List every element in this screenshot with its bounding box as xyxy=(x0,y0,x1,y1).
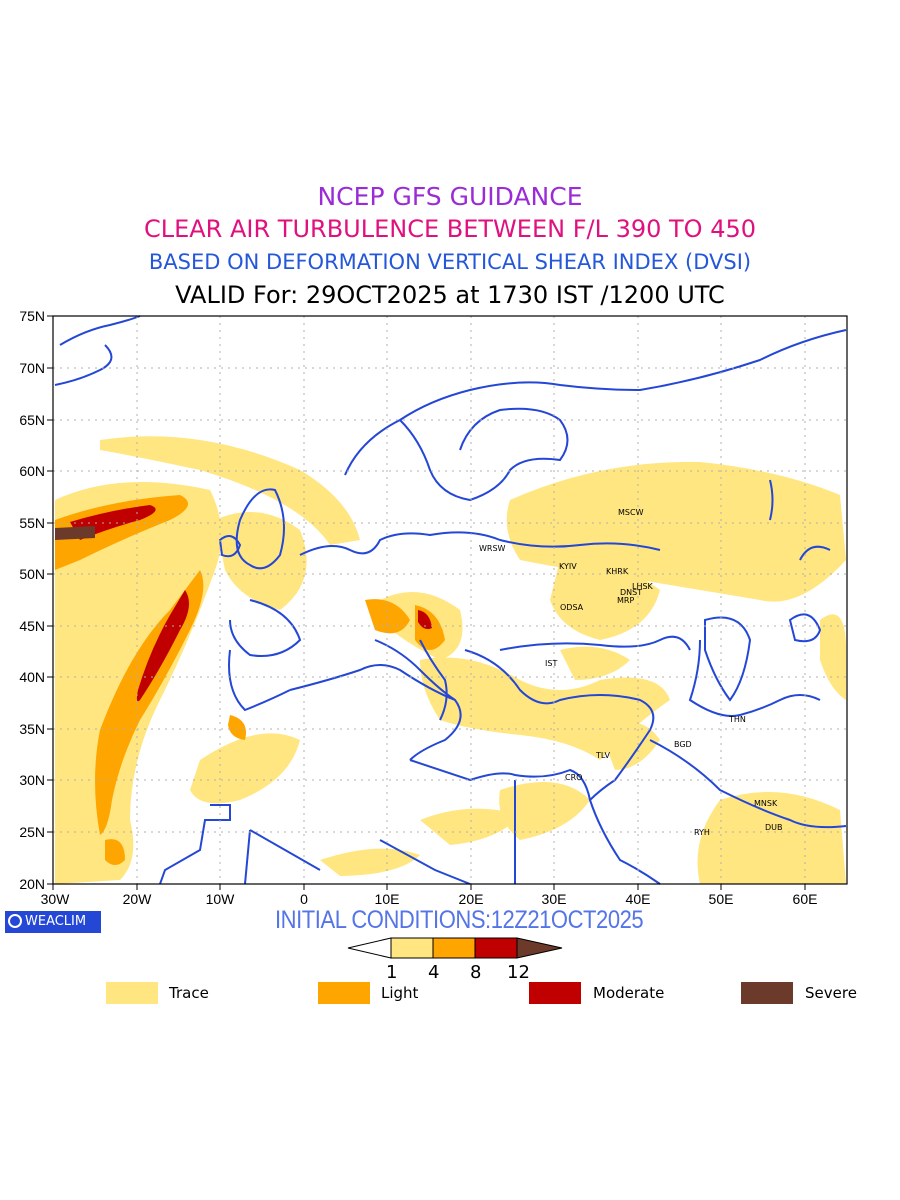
title-line-2: CLEAR AIR TURBULENCE BETWEEN F/L 390 TO … xyxy=(143,215,757,243)
lon-label: 60E xyxy=(793,891,818,907)
lat-labels: 75N 70N 65N 60N 55N 50N 45N 40N 35N 30N … xyxy=(19,308,45,892)
logo-text: WEACLIM xyxy=(25,914,87,929)
city-label: MNSK xyxy=(754,799,778,808)
city-label: IST xyxy=(545,659,557,668)
city-label: DUB xyxy=(765,823,783,832)
title-line-3: BASED ON DEFORMATION VERTICAL SHEAR INDE… xyxy=(148,250,752,274)
lat-label: 25N xyxy=(19,824,45,840)
valid-time-line: VALID For: 29OCT2025 at 1730 IST /1200 U… xyxy=(175,281,725,309)
colorbar-moderate xyxy=(474,937,518,959)
legend-swatch-light xyxy=(318,982,370,1004)
colorbar-tick: 1 xyxy=(386,962,398,983)
lat-label: 75N xyxy=(19,308,45,324)
lon-label: 0 xyxy=(300,891,308,907)
turbulence-map: 75N 70N 65N 60N 55N 50N 45N 40N 35N 30N … xyxy=(19,308,848,907)
city-label: ODSA xyxy=(560,603,584,612)
coastlines xyxy=(54,315,847,885)
lat-label: 30N xyxy=(19,772,45,788)
lat-label: 60N xyxy=(19,463,45,479)
city-label: KHRK xyxy=(606,567,629,576)
lon-label: 40E xyxy=(626,891,651,907)
city-label: RYH xyxy=(694,828,710,837)
colorbar-low-arrow xyxy=(347,937,392,959)
colorbar-light xyxy=(432,937,476,959)
city-label: WRSW xyxy=(479,544,506,553)
logo-ring-icon xyxy=(8,914,22,928)
lon-label: 30W xyxy=(41,891,71,907)
axis-ticks xyxy=(47,315,806,890)
legend-swatch-severe xyxy=(741,982,793,1004)
lat-label: 45N xyxy=(19,618,45,634)
lat-label: 40N xyxy=(19,669,45,685)
colorbar-tick: 12 xyxy=(507,962,530,983)
city-label: THN xyxy=(728,715,746,724)
colorbar xyxy=(347,937,563,959)
city-label: KYIV xyxy=(559,562,577,571)
lon-label: 10W xyxy=(206,891,236,907)
colorbar-tick: 4 xyxy=(428,962,440,983)
map-frame xyxy=(52,315,848,885)
weaclim-logo: WEACLIM xyxy=(5,911,101,933)
city-label: LHSK xyxy=(632,582,654,591)
lat-label: 50N xyxy=(19,566,45,582)
lon-label: 20E xyxy=(459,891,484,907)
lon-label: 50E xyxy=(709,891,734,907)
city-label: CRO xyxy=(565,773,582,782)
lat-label: 35N xyxy=(19,721,45,737)
lon-label: 30E xyxy=(542,891,567,907)
city-label: BGD xyxy=(674,740,692,749)
legend-swatch-moderate xyxy=(529,982,581,1004)
colorbar-severe-arrow xyxy=(516,937,563,959)
colorbar-tick: 8 xyxy=(470,962,482,983)
city-label: DNST xyxy=(620,588,642,597)
lon-label: 20W xyxy=(123,891,153,907)
legend-label-moderate: Moderate xyxy=(593,984,665,1002)
legend-label-severe: Severe xyxy=(805,984,857,1002)
city-label: MSCW xyxy=(618,508,644,517)
lat-label: 55N xyxy=(19,515,45,531)
legend-label-trace: Trace xyxy=(169,984,209,1002)
lat-label: 70N xyxy=(19,360,45,376)
lat-label: 20N xyxy=(19,876,45,892)
severe-areas xyxy=(55,526,95,540)
city-label: TLV xyxy=(595,751,610,760)
lat-label: 65N xyxy=(19,412,45,428)
initial-conditions: INITIAL CONDITIONS:12Z21OCT2025 xyxy=(275,906,644,934)
legend-swatch-trace xyxy=(106,982,158,1004)
legend-label-light: Light xyxy=(381,984,419,1002)
title-line-1: NCEP GFS GUIDANCE xyxy=(317,182,583,211)
city-label: MRP xyxy=(617,596,634,605)
colorbar-trace xyxy=(390,937,434,959)
city-labels: MSCW WRSW KYIV KHRK LHSK DNST MRP ODSA I… xyxy=(479,508,783,837)
lon-label: 10E xyxy=(375,891,400,907)
lon-labels: 30W 20W 10W 0 10E 20E 30E 40E 50E 60E xyxy=(41,891,818,907)
